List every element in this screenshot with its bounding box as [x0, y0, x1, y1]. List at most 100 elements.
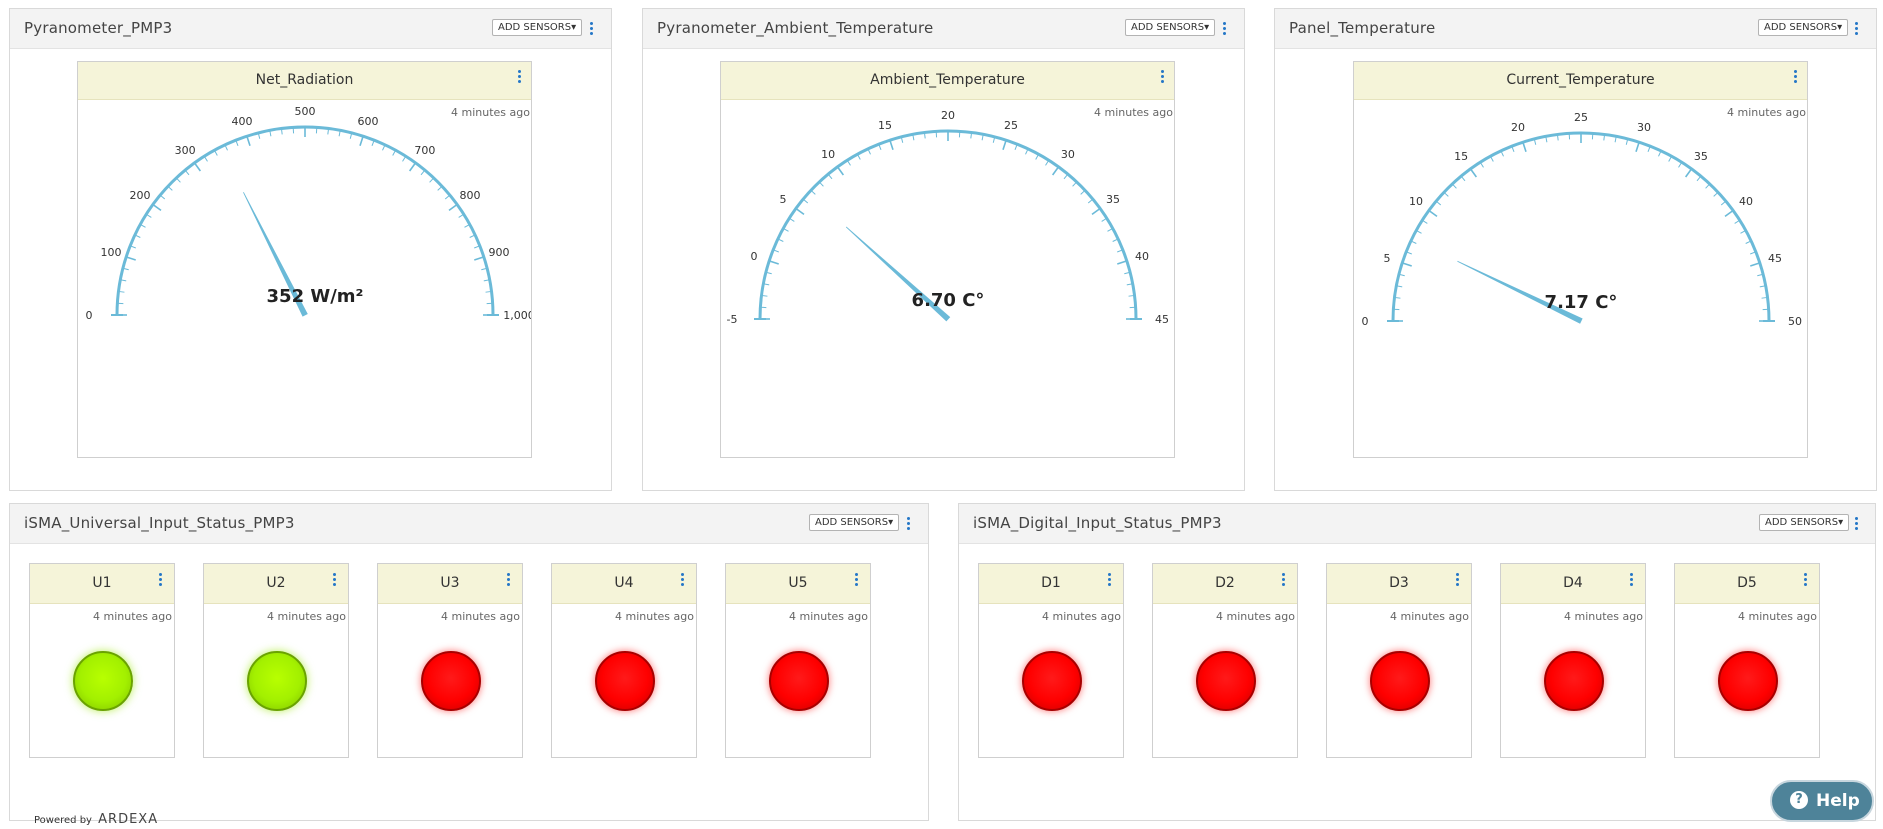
gauge-value: 6.70 C°: [911, 290, 985, 311]
gauge-tick-label: 50: [1788, 315, 1802, 328]
gauge-minor-tick: [1556, 134, 1559, 141]
card-menu-icon[interactable]: [516, 70, 522, 86]
gauge-minor-tick: [1035, 154, 1040, 160]
card-menu-icon[interactable]: [331, 573, 337, 589]
gauge-major-tick: [359, 135, 364, 146]
gauge-minor-tick: [1678, 161, 1683, 168]
card-title: D3: [1389, 575, 1409, 591]
gauge-minor-tick: [878, 144, 882, 150]
card-title: D5: [1737, 575, 1757, 591]
card-header: D5: [1675, 564, 1819, 604]
card-menu-icon[interactable]: [1792, 70, 1798, 86]
gauge-major-tick: [836, 166, 845, 176]
card-header: U3: [378, 564, 522, 604]
card-header: U2: [204, 564, 348, 604]
card-menu-icon[interactable]: [1159, 70, 1165, 86]
gauge-minor-tick: [1421, 219, 1428, 224]
gauge-minor-tick: [175, 177, 181, 183]
card-title: U5: [788, 575, 808, 591]
card-menu-icon[interactable]: [1106, 573, 1112, 589]
add-sensors-button[interactable]: ADD SENSORS▾: [1758, 19, 1849, 36]
gauge-major-tick: [1117, 260, 1128, 265]
gauge-minor-tick: [1410, 240, 1417, 244]
gauge-minor-tick: [763, 283, 770, 286]
gauge-tick-label: 900: [489, 246, 510, 259]
gauge-tick-label: 200: [129, 189, 150, 202]
gauge-minor-tick: [483, 279, 490, 282]
gauge-tick-label: 20: [941, 109, 955, 122]
gauge-minor-tick: [761, 294, 768, 297]
gauge-card-net-radiation: Net_Radiation 4 minutes ago 0 100 200 300 40…: [77, 61, 532, 458]
gauge-net-radiation: 0 100 200 300 400 500 600 700 800 900 1,000: [86, 105, 532, 322]
gauge-minor-tick: [981, 134, 984, 141]
gauge-tick-label: 15: [878, 119, 892, 132]
status-card-d1: D1 4 minutes ago: [978, 563, 1124, 758]
card-title: U1: [92, 575, 112, 591]
gauge-minor-tick: [923, 132, 926, 139]
gauge-minor-tick: [846, 159, 851, 166]
gauge-tick-label: 20: [1511, 121, 1525, 134]
card-header: U4: [552, 564, 696, 604]
panel-menu-icon[interactable]: [1221, 22, 1227, 38]
panel-header: iSMA_Digital_Input_Status_PMP3 ADD SENSO…: [959, 504, 1875, 544]
updated-timestamp: 4 minutes ago: [1738, 610, 1817, 623]
gauge-minor-tick: [474, 245, 480, 249]
gauge-minor-tick: [338, 130, 341, 137]
gauge-tick-label: 15: [1454, 150, 1468, 163]
help-button[interactable]: ? Help: [1770, 780, 1874, 822]
card-menu-icon[interactable]: [679, 573, 685, 589]
gauge-minor-tick: [402, 155, 407, 162]
gauge-minor-tick: [765, 271, 772, 275]
card-header: U5: [726, 564, 870, 604]
card-menu-icon[interactable]: [1628, 573, 1634, 589]
panel-menu-icon[interactable]: [588, 22, 594, 38]
panel-menu-icon[interactable]: [1853, 517, 1859, 533]
add-sensors-button[interactable]: ADD SENSORS▾: [1759, 514, 1850, 531]
gauge-major-tick: [152, 203, 162, 212]
updated-timestamp: 4 minutes ago: [1216, 610, 1295, 623]
card-menu-icon[interactable]: [505, 573, 511, 589]
gauge-tick-label: 100: [100, 246, 121, 259]
gauge-minor-tick: [122, 267, 129, 271]
card-title: Net_Radiation: [255, 72, 354, 88]
gauge-minor-tick: [481, 267, 488, 271]
ardexa-logo[interactable]: ARDEXA: [98, 812, 159, 827]
gauge-minor-tick: [1045, 159, 1050, 166]
gauge-minor-tick: [1647, 146, 1651, 152]
gauge-minor-tick: [1124, 271, 1131, 275]
panel-title: Pyranometer_PMP3: [24, 19, 173, 37]
updated-timestamp: 4 minutes ago: [789, 610, 868, 623]
card-menu-icon[interactable]: [853, 573, 859, 589]
card-menu-icon[interactable]: [157, 573, 163, 589]
panel-menu-icon[interactable]: [1853, 22, 1859, 38]
updated-timestamp: 4 minutes ago: [93, 610, 172, 623]
gauge-minor-tick: [118, 290, 125, 293]
gauge-minor-tick: [777, 238, 784, 242]
panel-header: iSMA_Universal_Input_Status_PMP3 ADD SEN…: [10, 504, 928, 544]
gauge-minor-tick: [1740, 229, 1746, 234]
updated-timestamp: 4 minutes ago: [1094, 106, 1173, 119]
gauge-minor-tick: [464, 223, 470, 228]
status-lamp-red-icon: [1718, 651, 1778, 711]
status-card-d3: D3 4 minutes ago: [1326, 563, 1472, 758]
add-sensors-button[interactable]: ADD SENSORS▾: [1125, 19, 1216, 36]
gauge-minor-tick: [773, 249, 779, 253]
add-sensors-button[interactable]: ADD SENSORS▾: [809, 514, 900, 531]
gauge-minor-tick: [1087, 198, 1094, 204]
gauge-minor-tick: [224, 144, 228, 151]
card-menu-icon[interactable]: [1280, 573, 1286, 589]
card-menu-icon[interactable]: [1454, 573, 1460, 589]
updated-timestamp: 4 minutes ago: [441, 610, 520, 623]
card-title: U2: [266, 575, 286, 591]
gauge-major-tick: [125, 256, 136, 261]
gauge-major-tick: [1002, 139, 1007, 150]
card-menu-icon[interactable]: [1802, 573, 1808, 589]
gauge-needle: [243, 192, 308, 317]
gauge-minor-tick: [159, 194, 166, 200]
gauge-minor-tick: [458, 213, 465, 218]
add-sensors-button[interactable]: ADD SENSORS▾: [492, 19, 583, 36]
updated-timestamp: 4 minutes ago: [1390, 610, 1469, 623]
gauge-minor-tick: [1406, 251, 1412, 255]
card-header: Current_Temperature: [1354, 62, 1807, 100]
panel-menu-icon[interactable]: [905, 517, 911, 533]
